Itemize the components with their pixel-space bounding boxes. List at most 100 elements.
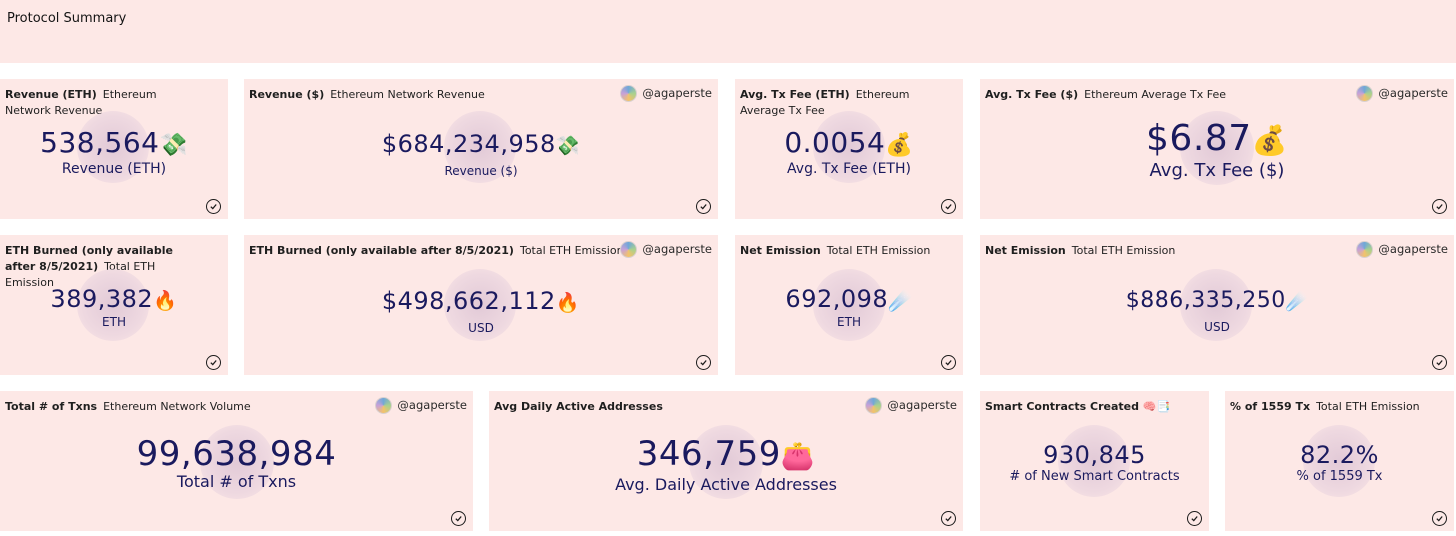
- metric: 538,564💸 Revenue (ETH): [0, 126, 228, 178]
- metric: 389,382🔥 ETH: [0, 285, 228, 329]
- card-subtitle: Total ETH Emission: [826, 244, 931, 257]
- metric-label: Revenue (ETH): [61, 161, 167, 177]
- avatar-icon: [1356, 240, 1374, 258]
- money-bag-icon: 💰: [885, 132, 914, 158]
- avatar-icon: [375, 396, 393, 414]
- author-link[interactable]: @agaperste: [620, 240, 712, 258]
- card-title-text: Revenue ($): [249, 88, 325, 101]
- metric-value: 538,564💸: [40, 126, 188, 159]
- decorative-blob: [77, 269, 149, 341]
- metric: 82.2% % of 1559 Tx: [1225, 441, 1454, 485]
- card-pct-1559[interactable]: % of 1559 Tx Total ETH Emission 82.2% % o…: [1225, 391, 1454, 531]
- card-title: Smart Contracts Created 🧠📑: [985, 399, 1176, 415]
- check-circle-icon: [696, 199, 711, 214]
- metric-label: Avg. Tx Fee ($): [1149, 160, 1285, 181]
- fire-icon: 🔥: [153, 289, 178, 312]
- decorative-blob: [1303, 425, 1375, 497]
- metric-value: 389,382🔥: [50, 285, 178, 313]
- card-title: Total # of Txns Ethereum Network Volume: [5, 399, 251, 415]
- card-title-text: Smart Contracts Created 🧠📑: [985, 400, 1171, 413]
- check-circle-icon: [941, 199, 956, 214]
- check-circle-icon: [941, 511, 956, 526]
- card-net-emission-eth[interactable]: Net Emission Total ETH Emission 692,098☄️…: [735, 235, 963, 375]
- dashboard-title: Protocol Summary: [7, 11, 127, 26]
- author-link[interactable]: @agaperste: [1356, 84, 1448, 102]
- author-link[interactable]: @agaperste: [865, 396, 957, 414]
- metric-label: ETH: [837, 315, 861, 329]
- card-revenue-usd[interactable]: Revenue ($) Ethereum Network Revenue @aga…: [244, 79, 718, 219]
- metric: 346,759👛 Avg. Daily Active Addresses: [489, 435, 963, 494]
- card-active-addresses[interactable]: Avg Daily Active Addresses @agaperste 34…: [489, 391, 963, 531]
- fire-icon: 🔥: [555, 291, 581, 314]
- card-title: Avg. Tx Fee (ETH) Ethereum Average Tx Fee: [740, 87, 950, 119]
- metric: 99,638,984 Total # of Txns: [0, 435, 473, 491]
- card-title: Revenue ($) Ethereum Network Revenue: [249, 87, 485, 103]
- card-eth-burned-usd[interactable]: ETH Burned (only available after 8/5/202…: [244, 235, 718, 375]
- metric-label: ETH: [102, 315, 126, 329]
- card-subtitle: Ethereum Average Tx Fee: [740, 88, 910, 117]
- decorative-blob: [77, 111, 149, 183]
- author-name: @agaperste: [1378, 242, 1448, 256]
- card-avg-tx-fee-eth[interactable]: Avg. Tx Fee (ETH) Ethereum Average Tx Fee…: [735, 79, 963, 219]
- metric: $498,662,112🔥 USD: [244, 287, 718, 336]
- author-link[interactable]: @agaperste: [1356, 240, 1448, 258]
- metric: $6.87💰 Avg. Tx Fee ($): [980, 118, 1454, 181]
- metric-value: $498,662,112🔥: [381, 287, 581, 315]
- check-circle-icon: [1432, 511, 1447, 526]
- decorative-blob: [813, 269, 885, 341]
- card-title: Net Emission Total ETH Emission: [740, 243, 930, 259]
- metric-label: Avg. Tx Fee (ETH): [787, 161, 911, 177]
- metric-label: # of New Smart Contracts: [1009, 469, 1180, 484]
- metric-label: % of 1559 Tx: [1296, 469, 1383, 484]
- author-link[interactable]: @agaperste: [620, 84, 712, 102]
- card-title-text: Avg. Tx Fee ($): [985, 88, 1079, 101]
- card-smart-contracts[interactable]: Smart Contracts Created 🧠📑 930,845 # of …: [980, 391, 1209, 531]
- dashboard-header: Protocol Summary: [0, 0, 1456, 63]
- metric-value: 99,638,984: [136, 434, 337, 474]
- decorative-blob: [1058, 425, 1130, 497]
- metric: $886,335,250☄️ USD: [980, 287, 1454, 335]
- avatar-icon: [865, 396, 883, 414]
- card-title-text: % of 1559 Tx: [1230, 400, 1311, 413]
- metric-label: Revenue ($): [444, 164, 518, 178]
- card-title-text: ETH Burned (only available after 8/5/202…: [5, 244, 173, 273]
- card-total-txns[interactable]: Total # of Txns Ethereum Network Volume @…: [0, 391, 473, 531]
- card-title-text: Net Emission: [740, 244, 821, 257]
- check-circle-icon: [206, 355, 221, 370]
- check-circle-icon: [1432, 355, 1447, 370]
- author-link[interactable]: @agaperste: [375, 396, 467, 414]
- metric: 692,098☄️ ETH: [735, 285, 963, 329]
- metric-value: $6.87💰: [1146, 118, 1288, 159]
- metric-value: 0.0054💰: [784, 126, 914, 159]
- card-revenue-eth[interactable]: Revenue (ETH) Ethereum Network Revenue 53…: [0, 79, 228, 219]
- metric-label: Total # of Txns: [176, 472, 297, 491]
- card-subtitle: Ethereum Network Revenue: [5, 88, 157, 117]
- card-net-emission-usd[interactable]: Net Emission Total ETH Emission @agaperst…: [980, 235, 1454, 375]
- card-subtitle: Total ETH Emission: [1316, 400, 1420, 413]
- card-subtitle: Ethereum Average Tx Fee: [1084, 88, 1227, 101]
- card-avg-tx-fee-usd[interactable]: Avg. Tx Fee ($) Ethereum Average Tx Fee @…: [980, 79, 1454, 219]
- card-title-text: Total # of Txns: [5, 400, 98, 413]
- metric-value: 82.2%: [1300, 441, 1379, 469]
- metric-label: USD: [1204, 320, 1230, 334]
- check-circle-icon: [941, 355, 956, 370]
- check-circle-icon: [206, 199, 221, 214]
- card-eth-burned[interactable]: ETH Burned (only available after 8/5/202…: [0, 235, 228, 375]
- author-name: @agaperste: [1378, 86, 1448, 100]
- metric-label: USD: [468, 321, 494, 335]
- avatar-icon: [1356, 84, 1374, 102]
- money-wings-icon: 💸: [555, 134, 581, 157]
- author-name: @agaperste: [642, 86, 712, 100]
- avatar-icon: [620, 240, 638, 258]
- decorative-blob: [200, 425, 274, 499]
- card-subtitle: Ethereum Network Revenue: [330, 88, 485, 101]
- avatar-icon: [620, 84, 638, 102]
- author-name: @agaperste: [887, 398, 957, 412]
- purse-icon: 👛: [780, 441, 816, 472]
- check-circle-icon: [696, 355, 711, 370]
- card-subtitle: Ethereum Network Volume: [103, 400, 251, 413]
- metric-value: 346,759👛: [636, 434, 816, 474]
- check-circle-icon: [1432, 199, 1447, 214]
- decorative-blob: [1180, 111, 1254, 185]
- card-title-text: Avg Daily Active Addresses: [494, 400, 663, 413]
